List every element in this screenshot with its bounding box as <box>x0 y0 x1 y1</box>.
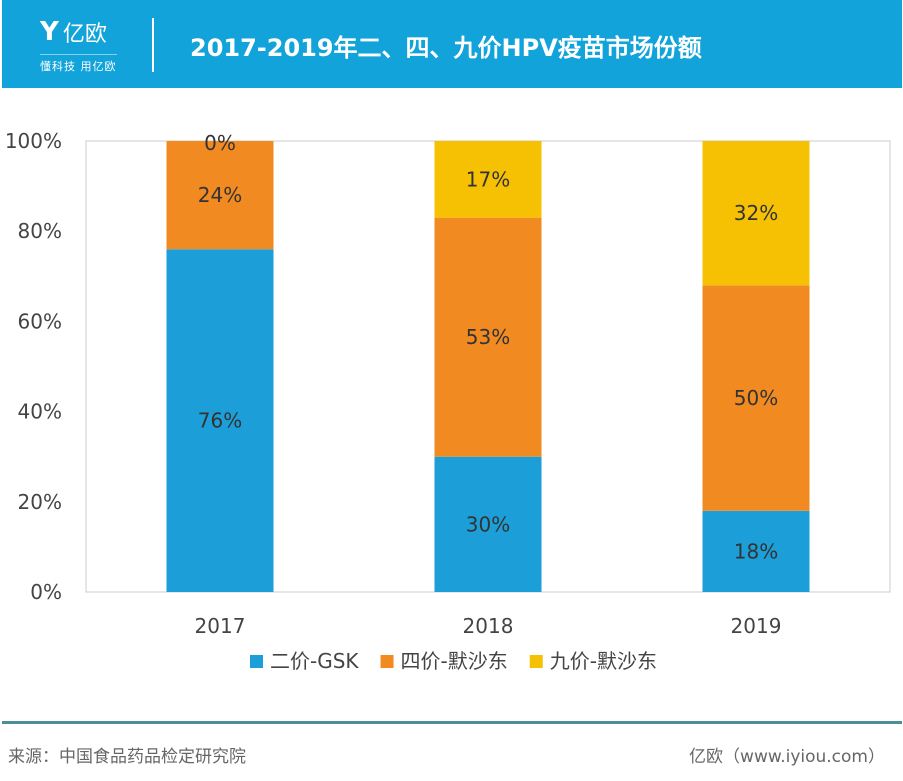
y-tick-label: 60% <box>18 309 62 333</box>
logo: Y 亿欧 懂科技 用亿欧 <box>40 16 117 74</box>
data-label: 17% <box>466 167 510 191</box>
legend-label: 九价-默沙东 <box>550 649 657 673</box>
chart-title: 2017-2019年二、四、九价HPV疫苗市场份额 <box>190 34 702 62</box>
y-tick-label: 100% <box>5 129 62 153</box>
header-banner: Y 亿欧 懂科技 用亿欧 2017-2019年二、四、九价HPV疫苗市场份额 <box>2 0 902 88</box>
x-tick-label: 2017 <box>195 614 246 638</box>
data-label: 24% <box>198 183 242 207</box>
source-note: 来源：中国食品药品检定研究院 <box>8 747 246 767</box>
data-label: 76% <box>198 409 242 433</box>
legend-swatch <box>529 655 543 668</box>
data-label: 0% <box>204 131 236 155</box>
logo-slogan: 懂科技 用亿欧 <box>40 54 117 74</box>
y-tick-label: 40% <box>18 400 62 424</box>
data-label: 30% <box>466 512 510 536</box>
bar-segment <box>702 141 810 286</box>
legend-label: 四价-默沙东 <box>401 649 508 673</box>
bar-segment <box>166 249 274 593</box>
legend-label: 二价-GSK <box>270 649 359 673</box>
y-tick-label: 0% <box>30 580 62 604</box>
logo-text: 亿欧 <box>62 22 107 47</box>
legend-swatch <box>380 655 394 668</box>
x-tick-label: 2019 <box>731 614 782 638</box>
logo-icon: Y <box>40 17 59 47</box>
bar-segment <box>434 217 542 457</box>
footer-divider <box>2 721 902 724</box>
y-tick-label: 20% <box>18 490 62 514</box>
bar-segment <box>166 141 274 250</box>
data-label: 18% <box>734 539 778 563</box>
header-divider <box>152 18 154 72</box>
bar-segment <box>434 141 542 218</box>
legend-swatch <box>250 655 263 668</box>
x-tick-label: 2018 <box>463 614 514 638</box>
bar-segment <box>702 510 810 592</box>
data-label: 53% <box>466 325 510 349</box>
credit-note: 亿欧（www.iyiou.com） <box>689 747 885 767</box>
y-tick-label: 80% <box>18 219 62 243</box>
bar-segment <box>702 285 810 511</box>
bar-segment <box>434 456 542 592</box>
stacked-bar-chart: 0% 20% 40% 60% 80% 100% 76% 24% 0% 2017 30% 53% 17% 2… <box>5 129 891 673</box>
data-label: 50% <box>734 386 778 410</box>
data-label: 32% <box>734 201 778 225</box>
